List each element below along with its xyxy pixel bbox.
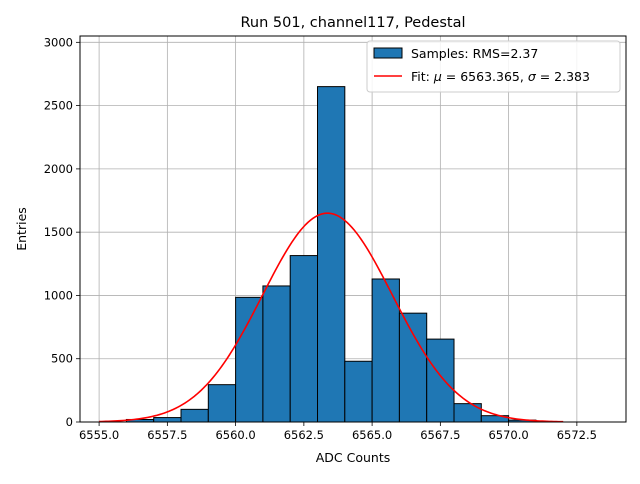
plot-frame	[79, 35, 627, 423]
histogram-bar	[235, 296, 264, 423]
histogram-bar	[180, 408, 209, 423]
x-tick-label: 6557.5	[147, 428, 187, 442]
legend-fit-mu-value: = 6563.365,	[442, 69, 528, 84]
legend-fit-mu: μ	[433, 69, 442, 84]
y-tick-label: 0	[66, 415, 73, 429]
y-tick-label: 2000	[44, 162, 73, 176]
legend-fit-prefix: Fit:	[411, 69, 434, 84]
y-axis-label: Entries	[14, 207, 29, 251]
histogram-bars	[125, 86, 537, 423]
histogram-bar	[262, 285, 291, 423]
legend-fit-sigma-value: = 2.383	[536, 69, 590, 84]
x-tick-label: 6565.0	[352, 428, 392, 442]
x-tick-label: 6560.0	[215, 428, 255, 442]
x-tick-label: 6572.5	[557, 428, 597, 442]
y-tick-label: 3000	[44, 35, 73, 49]
legend-swatch-samples	[373, 47, 403, 59]
legend-label-samples: Samples: RMS=2.37	[411, 46, 538, 61]
x-tick-label: 6567.5	[420, 428, 460, 442]
x-axis-label: ADC Counts	[316, 450, 391, 465]
histogram-bar	[153, 417, 182, 423]
y-tick-label: 2500	[44, 99, 73, 113]
histogram-bar	[289, 255, 319, 423]
y-tick-label: 1500	[44, 225, 73, 239]
legend-box	[366, 40, 621, 93]
fit-curve-layer	[99, 212, 564, 423]
x-tick-label: 6555.0	[79, 428, 119, 442]
histogram-bar	[426, 338, 455, 423]
legend-label-fit: Fit: μ = 6563.365, σ = 2.383	[411, 69, 590, 84]
y-tick-label: 1000	[44, 288, 73, 302]
x-tick-label: 6570.0	[488, 428, 528, 442]
x-tick-label: 6562.5	[284, 428, 324, 442]
legend: Samples: RMS=2.37 Fit: μ = 6563.365, σ =…	[366, 40, 621, 93]
chart-title: Run 501, channel117, Pedestal	[240, 15, 465, 31]
legend-fit-sigma: σ	[528, 69, 537, 84]
histogram-bar	[317, 86, 346, 423]
histogram-bar	[398, 312, 428, 423]
axis-ticks: 6555.0 6557.5 6560.0 6562.5 6565.0 6567.5 6570…	[44, 35, 597, 442]
y-tick-label: 500	[51, 352, 73, 366]
grid	[80, 36, 626, 423]
gaussian-fit-curve	[99, 212, 564, 423]
histogram-bar	[207, 384, 237, 423]
histogram-bar	[344, 360, 373, 423]
